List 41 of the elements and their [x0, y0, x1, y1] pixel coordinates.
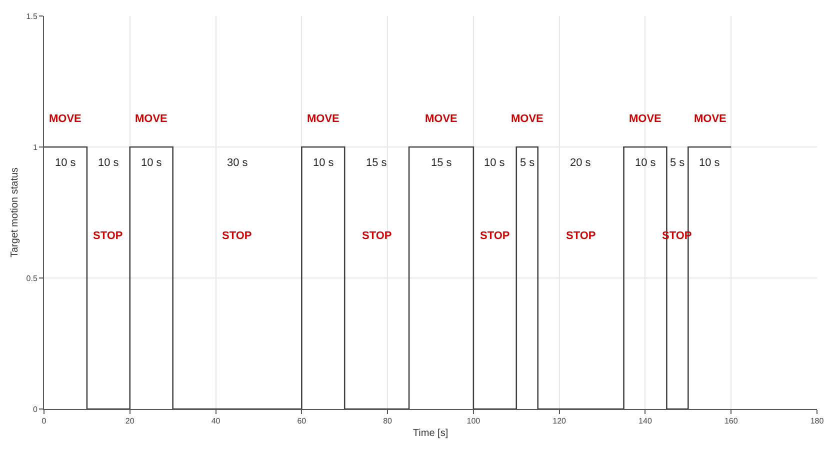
annotation: 20 s: [570, 157, 592, 169]
annotation: STOP: [93, 230, 123, 242]
annotation: 15 s: [431, 157, 452, 169]
y-tick-label: 1.5: [26, 12, 38, 21]
x-tick-label: 160: [724, 416, 738, 426]
annotation: 10 s: [141, 157, 162, 169]
y-tick-label: 0.5: [26, 274, 38, 283]
x-tick-label: 120: [552, 416, 567, 426]
x-tick-label: 80: [383, 416, 393, 426]
annotation: MOVE: [511, 113, 544, 125]
y-axis-title: Target motion status: [9, 167, 20, 258]
annotation: MOVE: [49, 113, 82, 125]
x-tick-label: 60: [297, 416, 307, 426]
annotation: 10 s: [313, 157, 334, 169]
annotation: 10 s: [55, 157, 76, 169]
x-tick-label: 20: [125, 416, 135, 426]
annotation: STOP: [480, 230, 510, 242]
annotation: MOVE: [425, 113, 458, 125]
annotation: MOVE: [135, 113, 168, 125]
annotation: STOP: [566, 230, 596, 242]
annotation: MOVE: [694, 113, 726, 125]
annotation: 10 s: [484, 157, 506, 169]
annotation: 5 s: [670, 157, 686, 169]
y-tick-label: 0: [32, 404, 38, 414]
annotation: 5 s: [520, 157, 536, 169]
x-tick-label: 140: [638, 416, 652, 426]
annotation: MOVE: [629, 113, 662, 125]
x-tick-label: 180: [810, 416, 824, 426]
annotation: 30 s: [227, 157, 248, 169]
annotation: 10 s: [699, 157, 720, 169]
annotation: 10 s: [635, 157, 656, 169]
annotation: MOVE: [307, 113, 340, 125]
annotation: STOP: [222, 230, 252, 242]
annotation: 10 s: [98, 157, 120, 169]
y-tick-label: 1: [32, 142, 38, 152]
x-axis-title: Time [s]: [412, 428, 448, 440]
x-tick-label: 40: [211, 416, 221, 426]
annotation: 15 s: [366, 157, 388, 169]
x-tick-label: 0: [42, 416, 47, 426]
annotation: STOP: [362, 230, 392, 242]
x-tick-label: 100: [466, 416, 481, 426]
